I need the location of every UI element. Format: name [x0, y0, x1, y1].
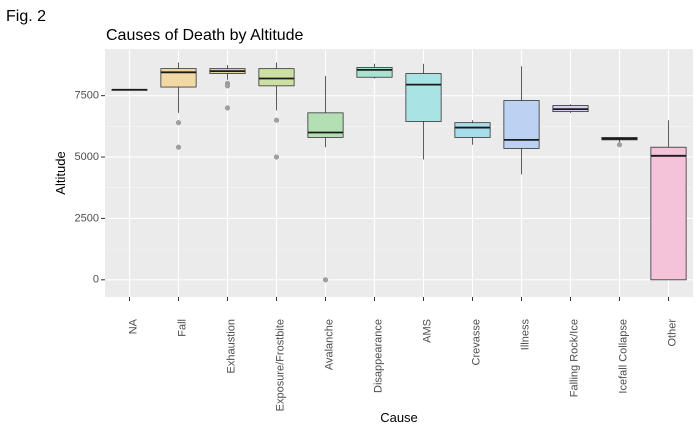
box-body	[405, 73, 442, 122]
box-body	[503, 100, 540, 149]
box-ams	[405, 63, 442, 160]
y-tick-label: 2500	[75, 212, 99, 224]
grid-lines	[105, 49, 693, 297]
figure-label: Fig. 2	[6, 8, 47, 25]
x-tick-label: Icefall Collapse	[617, 319, 629, 394]
box-fall	[160, 62, 197, 150]
outlier-point	[224, 83, 231, 89]
x-tick-label: Disappearance	[372, 319, 384, 393]
box-falling-rock-ice	[552, 104, 589, 113]
x-tick-label: Falling Rock/Ice	[568, 319, 580, 397]
boxes	[111, 62, 687, 283]
x-tick-label: AMS	[421, 319, 433, 343]
x-axis-ticks: NA Fall Exhaustion Exposure/Frostbite Avalan…	[127, 297, 678, 411]
box-body	[454, 122, 491, 138]
x-tick-label: Exhaustion	[225, 319, 237, 373]
chart-title: Causes of Death by Altitude	[106, 27, 304, 44]
box-avalanche	[307, 76, 344, 283]
box-other	[650, 120, 687, 281]
box-body	[258, 68, 295, 87]
outlier-point	[175, 120, 182, 126]
box-exhaustion	[209, 64, 246, 111]
box-body	[307, 112, 344, 138]
x-tick-label: Fall	[176, 319, 188, 337]
y-axis-title: Altitude	[53, 151, 68, 194]
box-crevasse	[454, 120, 491, 145]
outlier-point	[224, 105, 231, 111]
box-disappearance	[356, 63, 393, 79]
outlier-point	[273, 154, 280, 160]
x-tick-label: Crevasse	[470, 319, 482, 365]
box-body	[650, 146, 687, 281]
box-exposure-frostbite	[258, 62, 295, 160]
outlier-point	[175, 144, 182, 150]
plot-panel	[105, 49, 693, 297]
outlier-point	[616, 142, 623, 148]
y-tick-label: 5000	[75, 151, 99, 163]
x-tick-label: NA	[127, 318, 139, 334]
x-tick-label: Illness	[519, 319, 531, 351]
box-na	[111, 88, 148, 91]
x-tick-label: Other	[666, 319, 678, 347]
outlier-point	[273, 117, 280, 123]
y-tick-label: 7500	[75, 90, 99, 102]
x-tick-label: Avalanche	[323, 319, 335, 370]
outlier-point	[322, 277, 329, 283]
box-illness	[503, 66, 540, 175]
box-body	[160, 68, 197, 88]
box-icefall-collapse	[601, 136, 638, 148]
y-tick-label: 0	[93, 274, 99, 286]
x-tick-label: Exposure/Frostbite	[274, 319, 286, 411]
box-body	[356, 67, 393, 78]
y-axis-ticks: 0 2500 5000 7500	[75, 90, 105, 286]
x-axis-title: Cause	[380, 410, 418, 425]
